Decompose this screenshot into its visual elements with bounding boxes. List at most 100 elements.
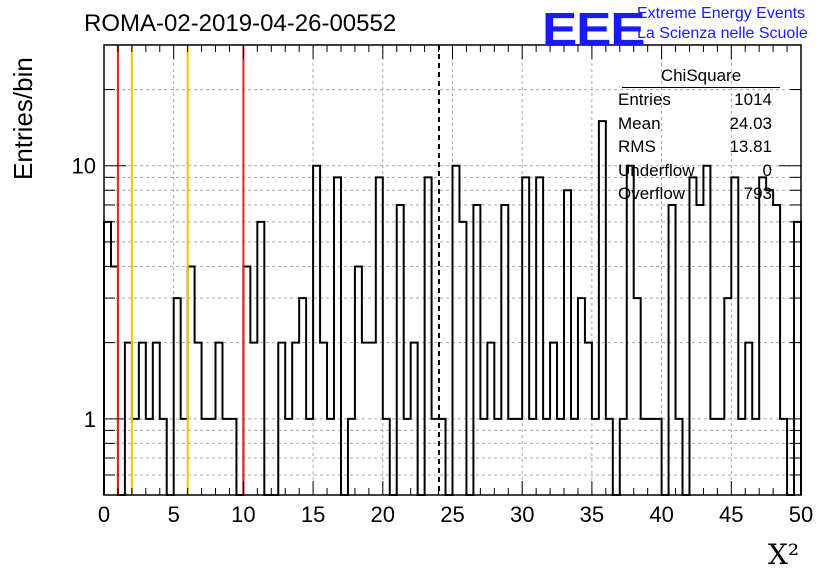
histogram-bin [599,121,606,495]
histogram-bin [216,343,223,495]
histogram-bin [759,177,766,495]
histogram-bin [188,266,195,495]
histogram-bin [480,419,487,495]
histogram-bin [195,343,202,495]
eee-logo-mark: EEE [542,3,646,55]
histogram-bin [634,298,641,495]
histogram-bin [376,177,383,495]
stats-label: Mean [618,113,661,133]
stats-row-entries: Entries 1014 [612,88,780,112]
histogram-bin [571,419,578,495]
x-tick-label: 30 [510,502,534,527]
logo-text-line-1: Extreme Energy Events [637,5,806,22]
histogram-bin [794,222,801,495]
histogram-bin [222,419,229,495]
histogram-bin [508,419,515,495]
histogram-bin [501,205,508,495]
x-tick-label: 20 [371,502,395,527]
histogram-bin [780,419,787,495]
histogram-bin [250,343,257,495]
histogram-bin [738,419,745,495]
x-tick-label: 25 [440,502,464,527]
histogram-bin [181,419,188,495]
x-tick-label: 10 [231,502,255,527]
histogram-bin [411,343,418,495]
stats-title: ChiSquare [622,66,780,88]
histogram-bin [139,343,146,495]
stats-label: Entries [618,90,671,109]
histogram-bin [522,177,529,495]
histogram-bin [348,419,355,495]
histogram-bin [676,419,683,495]
histogram-bin [229,419,236,495]
histogram-bin [439,419,446,495]
histogram-bin [696,205,703,495]
histogram-bin [536,177,543,495]
stats-row-rms: RMS 13.81 [612,135,780,159]
chart-title: ROMA-02-2019-04-26-00552 [84,10,397,37]
histogram-bin [703,166,710,495]
histogram-bin [425,177,432,495]
x-tick-label: 5 [168,502,180,527]
histogram-bin [731,177,738,495]
histogram-bin [724,298,731,495]
histogram-bin [453,166,460,495]
histogram-bin [766,190,773,495]
histogram-bin [689,177,696,495]
y-axis-label: Entries/bin [8,57,38,180]
histogram-bin [564,190,571,495]
histogram-bin [174,298,181,495]
x-tick-label: 0 [98,502,110,527]
histogram-bin [641,419,648,495]
histogram-bin [557,419,564,495]
histogram-bin [585,343,592,495]
histogram-bin [306,419,313,495]
histogram-bin [160,419,167,495]
histogram-bin [327,419,334,495]
y-tick-label: 10 [72,154,96,179]
histogram-bin [278,343,285,495]
histogram-bin [209,419,216,495]
stats-value: 13.81 [729,137,772,156]
stats-value: 0 [762,160,772,180]
histogram-bin [717,419,724,495]
histogram-bin [710,419,717,495]
histogram-bin [257,222,264,495]
histogram-bin [578,298,585,495]
histogram-bin [529,419,536,495]
histogram-bin [111,266,118,495]
histogram-bin [362,343,369,495]
histogram-bin [299,298,306,495]
histogram-bin [648,419,655,495]
stats-value: 793 [743,184,772,203]
histogram-bin [627,166,634,495]
histogram-bin [655,419,662,495]
histogram-bin [543,419,550,495]
histogram-bin [369,343,376,495]
y-tick-label: 1 [84,407,96,432]
histogram-bin [515,419,522,495]
stats-row-mean: Mean 24.03 [612,112,780,136]
histogram-bin [132,419,139,495]
histogram-bin [104,222,111,495]
stats-value: 1014 [734,90,772,109]
stats-row-underflow: Underflow 0 [612,159,780,183]
histogram-bin [320,343,327,495]
stats-label: Underflow [618,160,695,180]
histogram-bin [146,419,153,495]
histogram-bin [592,419,599,495]
histogram-bin [202,419,209,495]
histogram-bin [153,343,160,495]
histogram-bin [487,343,494,495]
histogram-bin [494,419,501,495]
histogram-bin [669,205,676,495]
x-tick-label: 15 [301,502,325,527]
x-tick-label: 45 [719,502,743,527]
x-tick-label: 40 [649,502,673,527]
histogram-bin [404,419,411,495]
histogram-bin [745,343,752,495]
histogram-bin [620,419,627,495]
stats-label: RMS [618,137,656,156]
histogram-bin [773,205,780,495]
